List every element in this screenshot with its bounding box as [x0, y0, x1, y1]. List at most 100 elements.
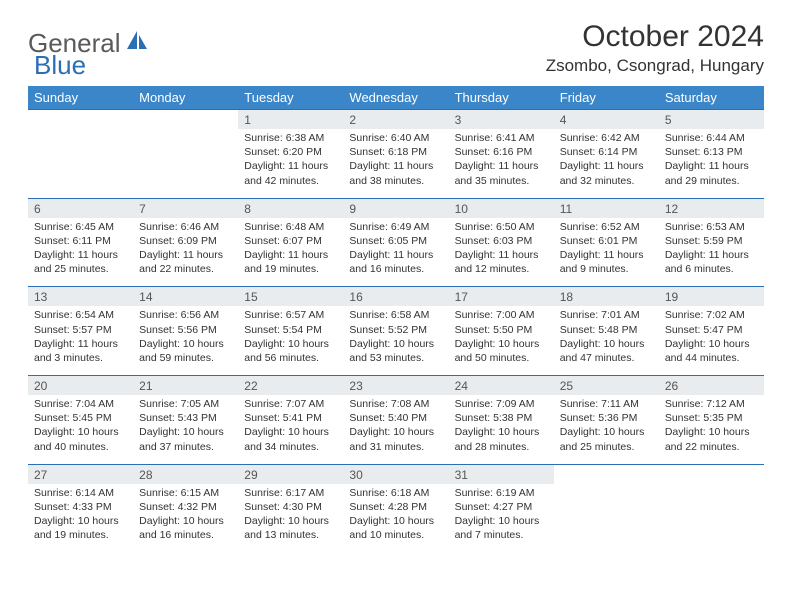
sunset-text: Sunset: 4:30 PM [244, 500, 337, 514]
sunset-text: Sunset: 5:47 PM [665, 323, 758, 337]
day-detail-cell: Sunrise: 6:41 AMSunset: 6:16 PMDaylight:… [449, 129, 554, 198]
day-detail-cell: Sunrise: 6:18 AMSunset: 4:28 PMDaylight:… [343, 484, 448, 553]
sunset-text: Sunset: 5:57 PM [34, 323, 127, 337]
daylight-text-2: and 19 minutes. [34, 528, 127, 542]
sunrise-text: Sunrise: 7:02 AM [665, 308, 758, 322]
sunset-text: Sunset: 5:52 PM [349, 323, 442, 337]
day-number-row: 20212223242526 [28, 376, 764, 396]
daylight-text-2: and 10 minutes. [349, 528, 442, 542]
day-number-cell: 14 [133, 287, 238, 307]
day-number-cell: 22 [238, 376, 343, 396]
day-detail-cell: Sunrise: 6:50 AMSunset: 6:03 PMDaylight:… [449, 218, 554, 287]
daylight-text-1: Daylight: 10 hours [455, 514, 548, 528]
logo-sail-icon [127, 31, 149, 56]
day-number-row: 12345 [28, 110, 764, 130]
daylight-text-2: and 31 minutes. [349, 440, 442, 454]
calendar-table: Sunday Monday Tuesday Wednesday Thursday… [28, 86, 764, 552]
sunset-text: Sunset: 5:40 PM [349, 411, 442, 425]
daylight-text-2: and 42 minutes. [244, 174, 337, 188]
day-detail-cell: Sunrise: 6:15 AMSunset: 4:32 PMDaylight:… [133, 484, 238, 553]
day-number-cell: 3 [449, 110, 554, 130]
day-number-cell [28, 110, 133, 130]
daylight-text-1: Daylight: 10 hours [560, 337, 653, 351]
day-number-cell: 31 [449, 464, 554, 484]
logo-text-blue: Blue [34, 50, 86, 81]
daylight-text-1: Daylight: 10 hours [665, 337, 758, 351]
day-detail-cell: Sunrise: 7:12 AMSunset: 5:35 PMDaylight:… [659, 395, 764, 464]
page-title: October 2024 [546, 20, 764, 54]
sunset-text: Sunset: 6:03 PM [455, 234, 548, 248]
daylight-text-2: and 29 minutes. [665, 174, 758, 188]
daylight-text-2: and 19 minutes. [244, 262, 337, 276]
sunrise-text: Sunrise: 7:00 AM [455, 308, 548, 322]
sunrise-text: Sunrise: 6:53 AM [665, 220, 758, 234]
daylight-text-2: and 53 minutes. [349, 351, 442, 365]
sunset-text: Sunset: 6:14 PM [560, 145, 653, 159]
day-detail-cell: Sunrise: 7:02 AMSunset: 5:47 PMDaylight:… [659, 306, 764, 375]
sunrise-text: Sunrise: 6:45 AM [34, 220, 127, 234]
sunset-text: Sunset: 6:11 PM [34, 234, 127, 248]
sunset-text: Sunset: 5:41 PM [244, 411, 337, 425]
daylight-text-1: Daylight: 11 hours [244, 248, 337, 262]
weekday-header: Saturday [659, 86, 764, 110]
day-detail-cell: Sunrise: 7:01 AMSunset: 5:48 PMDaylight:… [554, 306, 659, 375]
day-detail-cell: Sunrise: 6:57 AMSunset: 5:54 PMDaylight:… [238, 306, 343, 375]
sunset-text: Sunset: 6:18 PM [349, 145, 442, 159]
daylight-text-2: and 28 minutes. [455, 440, 548, 454]
day-detail-cell: Sunrise: 6:45 AMSunset: 6:11 PMDaylight:… [28, 218, 133, 287]
sunset-text: Sunset: 5:59 PM [665, 234, 758, 248]
daylight-text-1: Daylight: 11 hours [34, 248, 127, 262]
sunset-text: Sunset: 4:33 PM [34, 500, 127, 514]
sunrise-text: Sunrise: 6:54 AM [34, 308, 127, 322]
sunrise-text: Sunrise: 6:52 AM [560, 220, 653, 234]
sunrise-text: Sunrise: 6:48 AM [244, 220, 337, 234]
sunset-text: Sunset: 6:07 PM [244, 234, 337, 248]
daylight-text-1: Daylight: 11 hours [139, 248, 232, 262]
daylight-text-2: and 44 minutes. [665, 351, 758, 365]
sunset-text: Sunset: 6:16 PM [455, 145, 548, 159]
day-detail-cell: Sunrise: 6:49 AMSunset: 6:05 PMDaylight:… [343, 218, 448, 287]
day-number-row: 6789101112 [28, 198, 764, 218]
day-number-cell: 16 [343, 287, 448, 307]
day-number-cell: 7 [133, 198, 238, 218]
location-text: Zsombo, Csongrad, Hungary [546, 56, 764, 76]
daylight-text-1: Daylight: 10 hours [349, 514, 442, 528]
day-detail-cell: Sunrise: 7:04 AMSunset: 5:45 PMDaylight:… [28, 395, 133, 464]
daylight-text-2: and 7 minutes. [455, 528, 548, 542]
sunrise-text: Sunrise: 6:15 AM [139, 486, 232, 500]
daylight-text-1: Daylight: 10 hours [560, 425, 653, 439]
daylight-text-1: Daylight: 11 hours [665, 159, 758, 173]
day-detail-cell: Sunrise: 6:42 AMSunset: 6:14 PMDaylight:… [554, 129, 659, 198]
day-detail-cell: Sunrise: 6:44 AMSunset: 6:13 PMDaylight:… [659, 129, 764, 198]
sunrise-text: Sunrise: 6:14 AM [34, 486, 127, 500]
day-number-cell: 4 [554, 110, 659, 130]
weekday-header: Wednesday [343, 86, 448, 110]
daylight-text-1: Daylight: 10 hours [244, 514, 337, 528]
sunrise-text: Sunrise: 6:57 AM [244, 308, 337, 322]
calendar-body: 12345Sunrise: 6:38 AMSunset: 6:20 PMDayl… [28, 110, 764, 553]
day-number-cell: 18 [554, 287, 659, 307]
daylight-text-2: and 38 minutes. [349, 174, 442, 188]
day-detail-cell: Sunrise: 6:52 AMSunset: 6:01 PMDaylight:… [554, 218, 659, 287]
weekday-header: Tuesday [238, 86, 343, 110]
sunrise-text: Sunrise: 7:08 AM [349, 397, 442, 411]
daylight-text-1: Daylight: 10 hours [244, 337, 337, 351]
sunrise-text: Sunrise: 6:46 AM [139, 220, 232, 234]
daylight-text-1: Daylight: 10 hours [455, 425, 548, 439]
weekday-header: Thursday [449, 86, 554, 110]
sunrise-text: Sunrise: 6:41 AM [455, 131, 548, 145]
sunrise-text: Sunrise: 6:49 AM [349, 220, 442, 234]
sunset-text: Sunset: 5:56 PM [139, 323, 232, 337]
day-number-cell: 5 [659, 110, 764, 130]
day-number-cell: 23 [343, 376, 448, 396]
day-detail-cell: Sunrise: 6:17 AMSunset: 4:30 PMDaylight:… [238, 484, 343, 553]
sunrise-text: Sunrise: 6:19 AM [455, 486, 548, 500]
day-detail-cell: Sunrise: 7:09 AMSunset: 5:38 PMDaylight:… [449, 395, 554, 464]
sunset-text: Sunset: 5:50 PM [455, 323, 548, 337]
day-detail-cell [28, 129, 133, 198]
day-number-cell [133, 110, 238, 130]
sunset-text: Sunset: 4:28 PM [349, 500, 442, 514]
day-detail-cell: Sunrise: 7:00 AMSunset: 5:50 PMDaylight:… [449, 306, 554, 375]
day-detail-cell: Sunrise: 6:58 AMSunset: 5:52 PMDaylight:… [343, 306, 448, 375]
daylight-text-1: Daylight: 10 hours [34, 425, 127, 439]
